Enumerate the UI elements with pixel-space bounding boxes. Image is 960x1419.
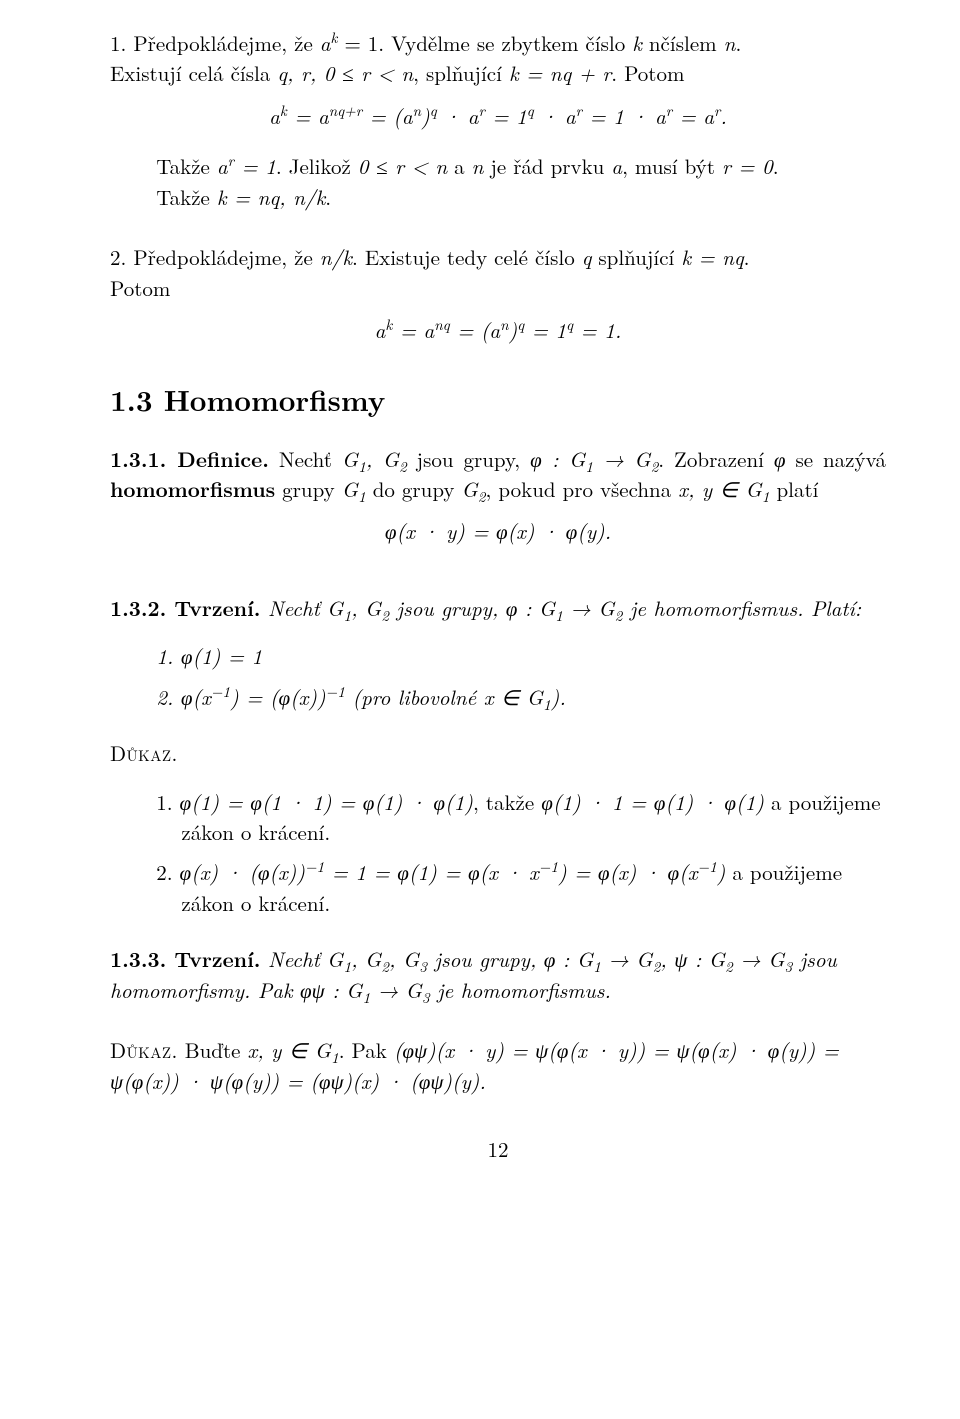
text: a: [447, 151, 472, 181]
math: φ : G1 → G2: [530, 444, 658, 474]
math: φ(1) = φ(1 · 1) = φ(1) · φ(1): [180, 787, 473, 817]
text: .: [773, 151, 779, 181]
text: Nechť: [269, 444, 342, 474]
display-equation-1: ak = anq+r = (an)q · ar = 1q · ar = 1 · …: [110, 101, 886, 131]
display-equation-3: φ(x · y) = φ(x) · φ(y).: [110, 516, 886, 546]
text: Takže: [156, 182, 217, 212]
text: . Jelikož: [276, 151, 358, 181]
math: r = 0: [722, 151, 773, 181]
math: φ(x) · (φ(x))−1 = 1 = φ(1) = φ(x · x−1) …: [180, 857, 726, 887]
text: Potom: [110, 273, 170, 303]
math: φ(x · y) = φ(x) · φ(y).: [385, 516, 611, 546]
math: k = nq + r: [509, 58, 611, 88]
text: . Potom: [611, 58, 684, 88]
math: ak: [320, 28, 338, 58]
proof-label: Důkaz.: [110, 1035, 178, 1065]
section-title: 1.3 Homomorfismy: [110, 378, 886, 420]
math: n: [724, 28, 736, 58]
text: . Existuje tedy celé číslo: [352, 242, 582, 272]
display-equation-2: ak = anq = (an)q = 1q = 1.: [110, 315, 886, 345]
text: .: [735, 28, 741, 58]
term: homomorfismus: [110, 474, 275, 504]
theorem-1-3-2: 1.3.2. Tvrzení. Nechť G1, G2 jsou grupy,…: [110, 593, 886, 623]
math: G1: [342, 474, 366, 504]
theorem-1-3-3: 1.3.3. Tvrzení. Nechť G1, G2, G3 jsou gr…: [110, 944, 886, 1005]
text: grupy: [275, 474, 342, 504]
paragraph-1: 1. Předpokládejme, že ak = 1. Vydělme se…: [110, 28, 886, 89]
num: 1.: [156, 787, 179, 817]
definition-1-3-1: 1.3.1. Definice. Nechť G1, G2 jsou grupy…: [110, 444, 886, 505]
math: G2: [462, 474, 486, 504]
math: ar = 1: [217, 151, 276, 181]
text: jsou grupy,: [407, 444, 530, 474]
thm-item-2: 2. φ(x−1) = (φ(x))−1 (pro libovolné x ∈ …: [110, 682, 886, 712]
paragraph-1b: Takže ar = 1. Jelikož 0 ≤ r < n a n je ř…: [110, 151, 886, 212]
math: φ: [774, 444, 786, 474]
text: . Pak: [339, 1035, 394, 1065]
math: ak = anq = (an)q = 1q = 1.: [375, 315, 622, 345]
text: nčíslem: [642, 28, 724, 58]
thm-number: 1.3.3. Tvrzení.: [110, 944, 260, 974]
text: , pokud pro všechna: [486, 474, 679, 504]
proof-2: Důkaz. Buďte x, y ∈ G1. Pak (φψ)(x · y) …: [110, 1035, 886, 1096]
math: k = nq: [681, 242, 743, 272]
math: φ(1) · 1 = φ(1) · φ(1): [541, 787, 764, 817]
paragraph-2: 2. Předpokládejme, že n/k. Existuje tedy…: [110, 242, 886, 303]
text: do grupy: [366, 474, 462, 504]
text: Takže: [156, 151, 217, 181]
math: ak = anq+r = (an)q · ar = 1q · ar = 1 · …: [269, 101, 727, 131]
math: 0 ≤ r < n: [358, 151, 447, 181]
text: splňující: [591, 242, 681, 272]
page: 1. Předpokládejme, že ak = 1. Vydělme se…: [0, 0, 960, 1165]
thm-number: 1.3.2. Tvrzení.: [110, 593, 260, 623]
text: .: [744, 242, 750, 272]
math: x, y ∈ G1: [247, 1035, 338, 1065]
math: G1, G2: [342, 444, 407, 474]
text: .: [325, 182, 331, 212]
math: n: [472, 151, 484, 181]
math: k = nq, n/k: [217, 182, 325, 212]
text: = 1. Vydělme se zbytkem číslo: [337, 28, 632, 58]
math: a: [611, 151, 622, 181]
text: . Zobrazení: [658, 444, 774, 474]
text: , musí být: [622, 151, 722, 181]
proof-item-2: 2. φ(x) · (φ(x))−1 = 1 = φ(1) = φ(x · x−…: [110, 857, 886, 918]
math: k: [632, 28, 642, 58]
text: , splňující: [413, 58, 509, 88]
math: q: [582, 242, 592, 272]
text: 1. Předpokládejme, že: [110, 28, 320, 58]
math: n/k: [320, 242, 352, 272]
page-number: 12: [110, 1134, 886, 1164]
text: Buďte: [178, 1035, 248, 1065]
text: se nazývá: [786, 444, 886, 474]
proof-item-1: 1. φ(1) = φ(1 · 1) = φ(1) · φ(1), takže …: [110, 787, 886, 848]
text: Existují celá čísla: [110, 58, 277, 88]
math: x, y ∈ G1: [678, 474, 769, 504]
thm-item-1: 1. φ(1) = 1: [110, 641, 886, 671]
num: 2.: [156, 857, 179, 887]
proof-label: Důkaz.: [110, 738, 886, 768]
text: platí: [769, 474, 818, 504]
text: 2. Předpokládejme, že: [110, 242, 320, 272]
math: q, r, 0 ≤ r < n: [277, 58, 413, 88]
thm-statement: Nechť G1, G2 jsou grupy, φ : G1 → G2 je …: [260, 593, 861, 623]
def-number: 1.3.1. Definice.: [110, 444, 269, 474]
text: je řád prvku: [483, 151, 611, 181]
